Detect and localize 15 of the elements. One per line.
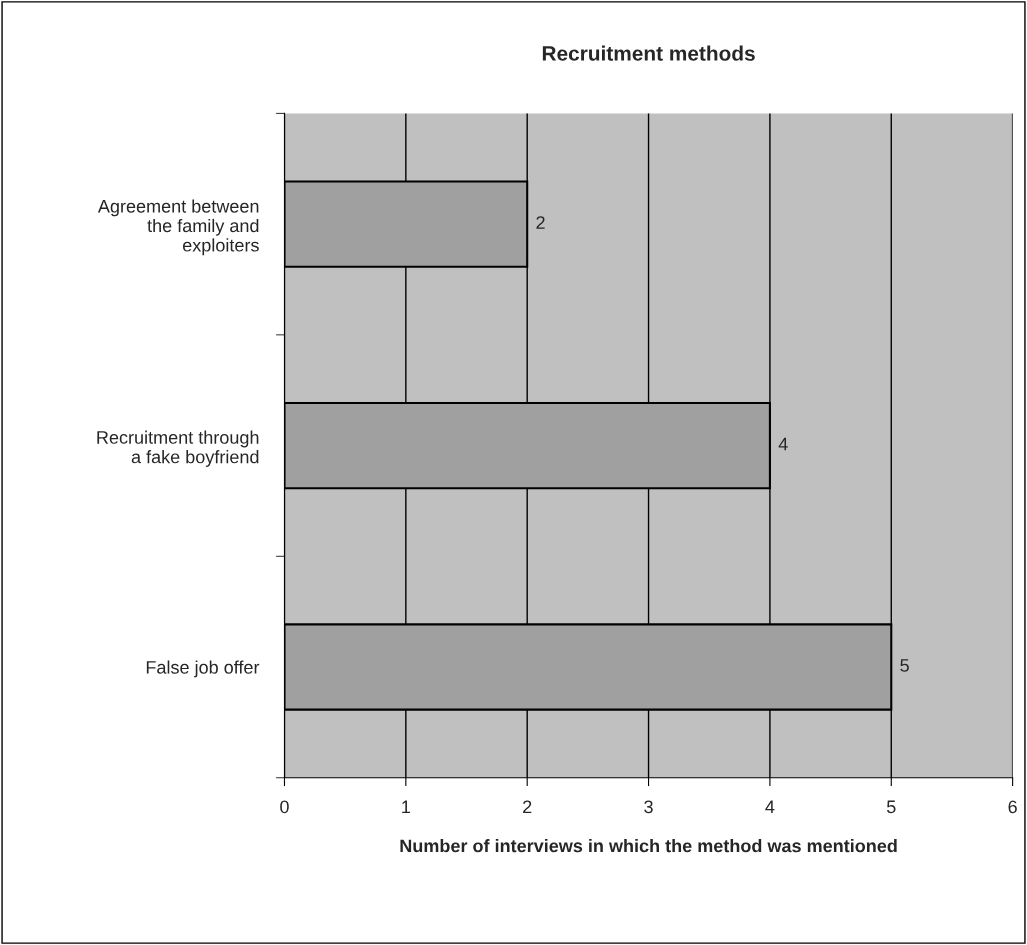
x-tick-label: 0 [280,800,289,814]
data-label: 2 [536,216,545,229]
x-tick-label: 2 [523,800,532,814]
x-axis-title: Number of interviews in which the method was mentioned [400,839,897,853]
y-tick-label: Agreement between the family and exploiters [97,199,259,256]
chart-title: Recruitment methods [542,45,755,61]
x-tick-label: 6 [1008,800,1017,814]
y-tick-label: False job offer [146,660,260,678]
x-tick-label: 1 [402,800,410,814]
data-label: 5 [900,659,909,672]
x-tick-label: 4 [765,800,775,814]
x-tick-label: 3 [644,800,653,814]
y-tick-label: Recruitment through a fake boyfriend [97,430,259,467]
data-label: 4 [778,437,788,451]
x-tick-label: 5 [886,800,896,814]
